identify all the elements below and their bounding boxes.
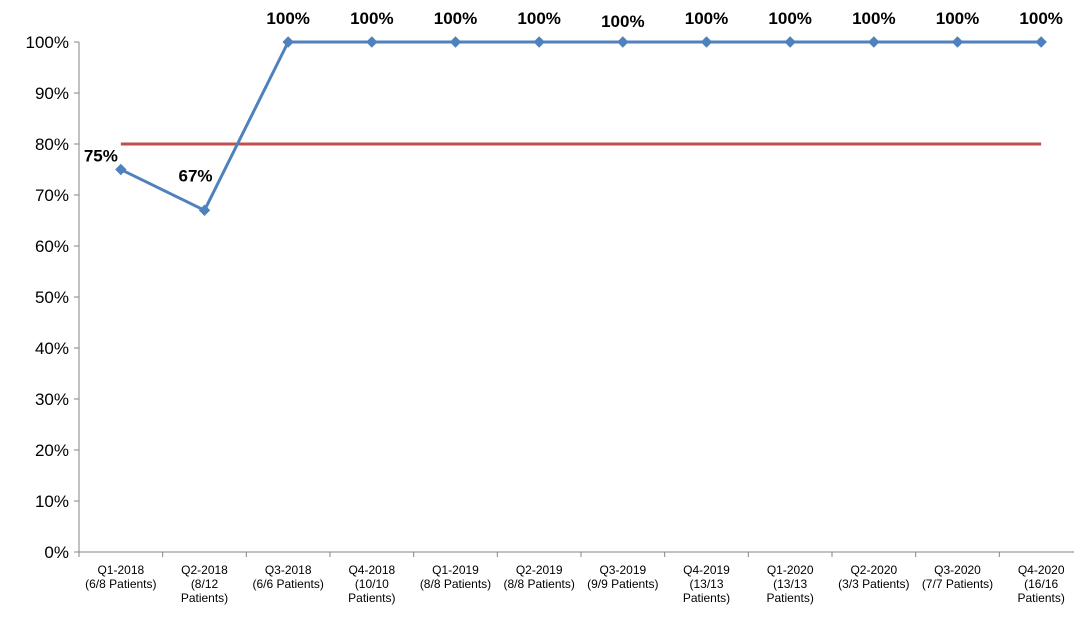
data-point-marker [449, 36, 462, 48]
data-point-marker [198, 204, 211, 217]
data-point-marker [1035, 36, 1047, 48]
x-tick-label: Q3-2018 (6/6 Patients) [252, 563, 323, 591]
data-label: 100% [936, 9, 979, 28]
x-tick-label: Q1-2018 (6/8 Patients) [85, 563, 156, 591]
data-point-marker [784, 36, 796, 48]
data-point-marker [700, 36, 713, 48]
data-point-marker [366, 36, 378, 48]
y-tick-label: 100% [26, 33, 69, 52]
data-point-marker [533, 36, 545, 48]
x-tick-label: Q4-2020 (16/16 Patients) [1017, 563, 1064, 605]
x-tick-label: Q4-2019 (13/13 Patients) [683, 563, 730, 605]
x-tick-label: Q2-2019 (8/8 Patients) [503, 563, 574, 591]
x-tick-label: Q1-2020 (13/13 Patients) [766, 563, 813, 605]
data-point-marker [951, 36, 964, 48]
data-label: 67% [178, 166, 212, 185]
y-tick-label: 90% [35, 84, 69, 103]
data-label: 100% [434, 9, 477, 28]
data-label: 100% [350, 9, 393, 28]
x-tick-label: Q4-2018 (10/10 Patients) [348, 563, 395, 605]
data-label: 75% [84, 147, 118, 166]
y-tick-label: 50% [35, 288, 69, 307]
data-point-marker [115, 163, 127, 176]
x-tick-label: Q2-2020 (3/3 Patients) [838, 563, 909, 591]
data-label: 100% [266, 9, 309, 28]
y-tick-label: 80% [35, 135, 69, 154]
data-label: 100% [601, 12, 644, 31]
x-tick-label: Q2-2018 (8/12 Patients) [181, 563, 228, 605]
data-label: 100% [1019, 9, 1062, 28]
data-label: 100% [852, 9, 895, 28]
y-tick-label: 70% [35, 186, 69, 205]
series-line-main [120, 40, 1042, 212]
data-label: 100% [517, 9, 560, 28]
y-tick-label: 60% [35, 237, 69, 256]
x-tick-label: Q3-2019 (9/9 Patients) [587, 563, 658, 591]
y-tick-label: 10% [35, 492, 69, 511]
y-tick-label: 40% [35, 339, 69, 358]
y-tick-label: 30% [35, 390, 69, 409]
data-label: 100% [768, 9, 811, 28]
data-point-marker [282, 36, 294, 48]
data-point-marker [868, 36, 880, 48]
x-tick-label: Q3-2020 (7/7 Patients) [922, 563, 993, 591]
y-tick-label: 20% [35, 441, 69, 460]
x-tick-label: Q1-2019 (8/8 Patients) [420, 563, 491, 591]
data-label: 100% [685, 9, 728, 28]
data-point-marker [617, 36, 629, 48]
y-tick-label: 0% [44, 543, 69, 562]
